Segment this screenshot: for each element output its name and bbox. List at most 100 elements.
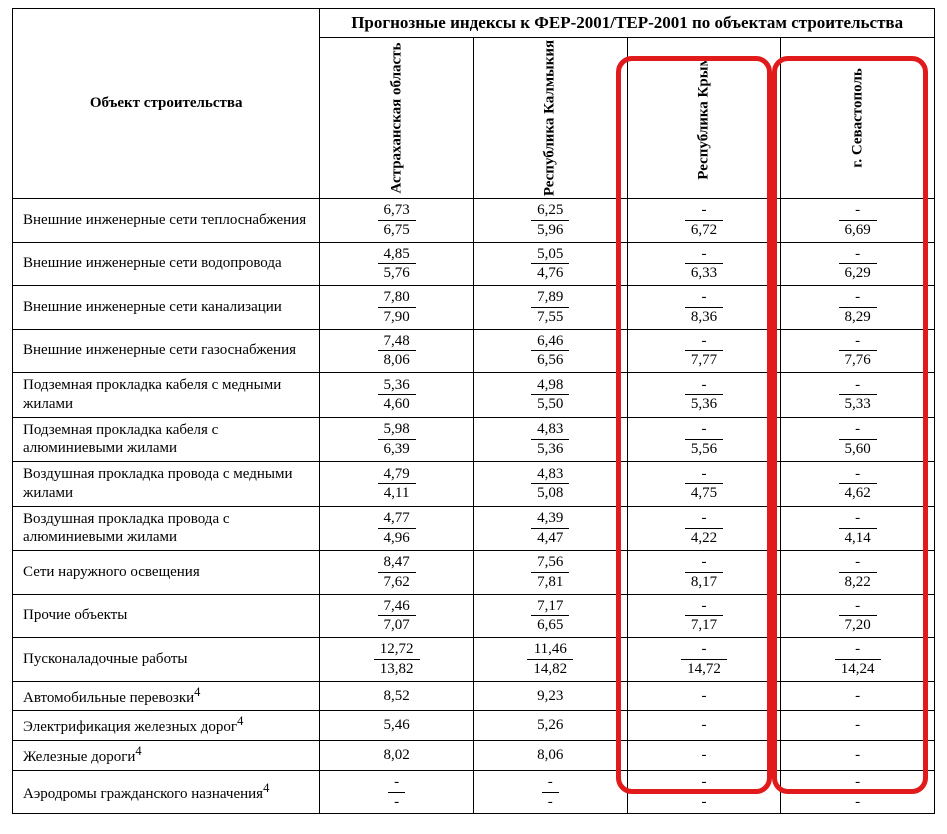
fraction-value: -6,69	[839, 201, 877, 240]
numerator: 5,98	[378, 420, 416, 440]
fraction-value: -8,17	[685, 553, 723, 592]
footnote-marker: 4	[263, 781, 269, 795]
fraction-value: -5,60	[839, 420, 877, 459]
table-row: Внешние инженерные сети теплоснабжения6,…	[13, 199, 935, 243]
value-cell: 12,7213,82	[320, 638, 474, 682]
numerator: 4,79	[378, 465, 416, 485]
value-cell: 8,02	[320, 741, 474, 771]
denominator: 7,62	[378, 573, 416, 592]
denominator: -	[849, 793, 866, 812]
denominator: 8,36	[685, 308, 723, 327]
region-label: г. Севастополь	[849, 68, 866, 168]
value-cell: -14,72	[627, 638, 781, 682]
denominator: 6,39	[378, 440, 416, 459]
fraction-value: -5,36	[685, 376, 723, 415]
value-cell: --	[627, 770, 781, 814]
single-value: -	[849, 716, 866, 735]
table-row: Аэродромы гражданского назначения4------…	[13, 770, 935, 814]
fraction-value: 12,7213,82	[374, 640, 420, 679]
denominator: 8,17	[685, 573, 723, 592]
fraction-value: 4,394,47	[531, 509, 569, 548]
denominator: 14,82	[527, 660, 573, 679]
fraction-value: -7,17	[685, 597, 723, 636]
row-label: Автомобильные перевозки4	[13, 681, 320, 711]
fraction-value: 6,466,56	[531, 332, 569, 371]
value-cell: 5,986,39	[320, 417, 474, 462]
numerator: -	[839, 245, 877, 265]
numerator: 4,83	[531, 465, 569, 485]
table-row: Пусконаладочные работы12,7213,8211,4614,…	[13, 638, 935, 682]
denominator: 7,90	[378, 308, 416, 327]
numerator: 5,36	[378, 376, 416, 396]
fraction-value: 7,176,65	[531, 597, 569, 636]
denominator: 6,72	[685, 221, 723, 240]
table-row: Воздушная прокладка провода с медными жи…	[13, 462, 935, 507]
fraction-value: 4,774,96	[378, 509, 416, 548]
value-cell: 5,26	[473, 711, 627, 741]
table-body: Внешние инженерные сети теплоснабжения6,…	[13, 199, 935, 814]
table-row: Воздушная прокладка провода с алюминиевы…	[13, 506, 935, 551]
row-label: Железные дороги4	[13, 741, 320, 771]
denominator: 5,36	[531, 440, 569, 459]
fraction-value: -14,72	[681, 640, 727, 679]
value-cell: -6,72	[627, 199, 781, 243]
value-cell: 4,835,36	[473, 417, 627, 462]
value-cell: -	[627, 681, 781, 711]
region-label: Республика Калмыкия	[542, 40, 559, 196]
denominator: 4,76	[531, 264, 569, 283]
value-cell: -	[627, 741, 781, 771]
value-cell: -7,76	[781, 329, 935, 373]
numerator: -	[839, 420, 877, 440]
value-cell: -6,29	[781, 242, 935, 286]
row-label: Внешние инженерные сети водопровода	[13, 242, 320, 286]
row-label: Внешние инженерные сети канализации	[13, 286, 320, 330]
numerator: 6,46	[531, 332, 569, 352]
value-cell: -4,14	[781, 506, 935, 551]
denominator: 8,22	[839, 573, 877, 592]
denominator: 5,60	[839, 440, 877, 459]
region-header-3: г. Севастополь	[781, 38, 935, 199]
value-cell: 6,736,75	[320, 199, 474, 243]
row-label: Воздушная прокладка провода с алюминиевы…	[13, 506, 320, 551]
fraction-value: -7,76	[839, 332, 877, 371]
row-label: Подземная прокладка кабеля с алюминиевым…	[13, 417, 320, 462]
single-value: -	[849, 687, 866, 706]
denominator: 5,36	[685, 395, 723, 414]
fraction-value: -8,29	[839, 288, 877, 327]
row-header-text: Объект строительства	[90, 95, 243, 111]
fraction-value: 6,736,75	[378, 201, 416, 240]
region-header-2: Республика Крым	[627, 38, 781, 199]
denominator: 5,33	[839, 395, 877, 414]
row-label: Пусконаладочные работы	[13, 638, 320, 682]
numerator: -	[685, 201, 723, 221]
fraction-value: 4,794,11	[378, 465, 416, 504]
single-value: 8,52	[378, 687, 416, 706]
value-cell: 6,255,96	[473, 199, 627, 243]
denominator: 7,81	[531, 573, 569, 592]
value-cell: 6,466,56	[473, 329, 627, 373]
value-cell: -6,69	[781, 199, 935, 243]
denominator: 7,07	[378, 616, 416, 635]
row-label: Подземная прокладка кабеля с медными жил…	[13, 373, 320, 418]
value-cell: 7,807,90	[320, 286, 474, 330]
denominator: 5,50	[531, 395, 569, 414]
denominator: 4,11	[378, 484, 416, 503]
fraction-value: 7,488,06	[378, 332, 416, 371]
numerator: -	[695, 773, 712, 793]
denominator: 7,76	[839, 351, 877, 370]
value-cell: -	[781, 741, 935, 771]
footnote-marker: 4	[135, 744, 141, 758]
region-label: Астраханская область	[388, 43, 405, 194]
fraction-value: --	[695, 773, 712, 812]
value-cell: -7,20	[781, 594, 935, 638]
single-value: 8,06	[531, 746, 569, 765]
row-label: Прочие объекты	[13, 594, 320, 638]
denominator: 4,47	[531, 529, 569, 548]
numerator: -	[839, 509, 877, 529]
columns-group-header: Прогнозные индексы к ФЕР-2001/ТЕР-2001 п…	[320, 9, 935, 38]
denominator: 6,56	[531, 351, 569, 370]
fraction-value: --	[542, 773, 559, 812]
denominator: -	[388, 793, 405, 812]
value-cell: -	[781, 681, 935, 711]
value-cell: 7,488,06	[320, 329, 474, 373]
